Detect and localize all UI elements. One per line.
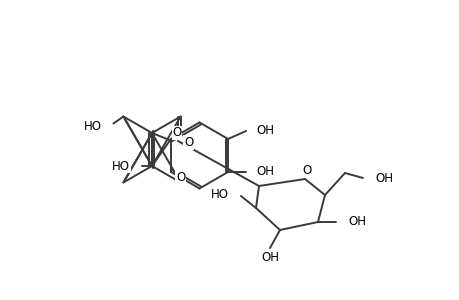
Text: O: O <box>172 127 181 140</box>
Text: OH: OH <box>260 251 279 265</box>
Text: OH: OH <box>256 166 274 178</box>
Text: HO: HO <box>211 188 229 200</box>
Text: HO: HO <box>112 160 130 172</box>
Text: OH: OH <box>256 124 274 137</box>
Text: HO: HO <box>83 120 101 133</box>
Text: OH: OH <box>347 215 365 229</box>
Text: O: O <box>176 171 185 184</box>
Text: OH: OH <box>374 172 392 184</box>
Text: O: O <box>302 164 311 178</box>
Text: O: O <box>184 136 193 149</box>
